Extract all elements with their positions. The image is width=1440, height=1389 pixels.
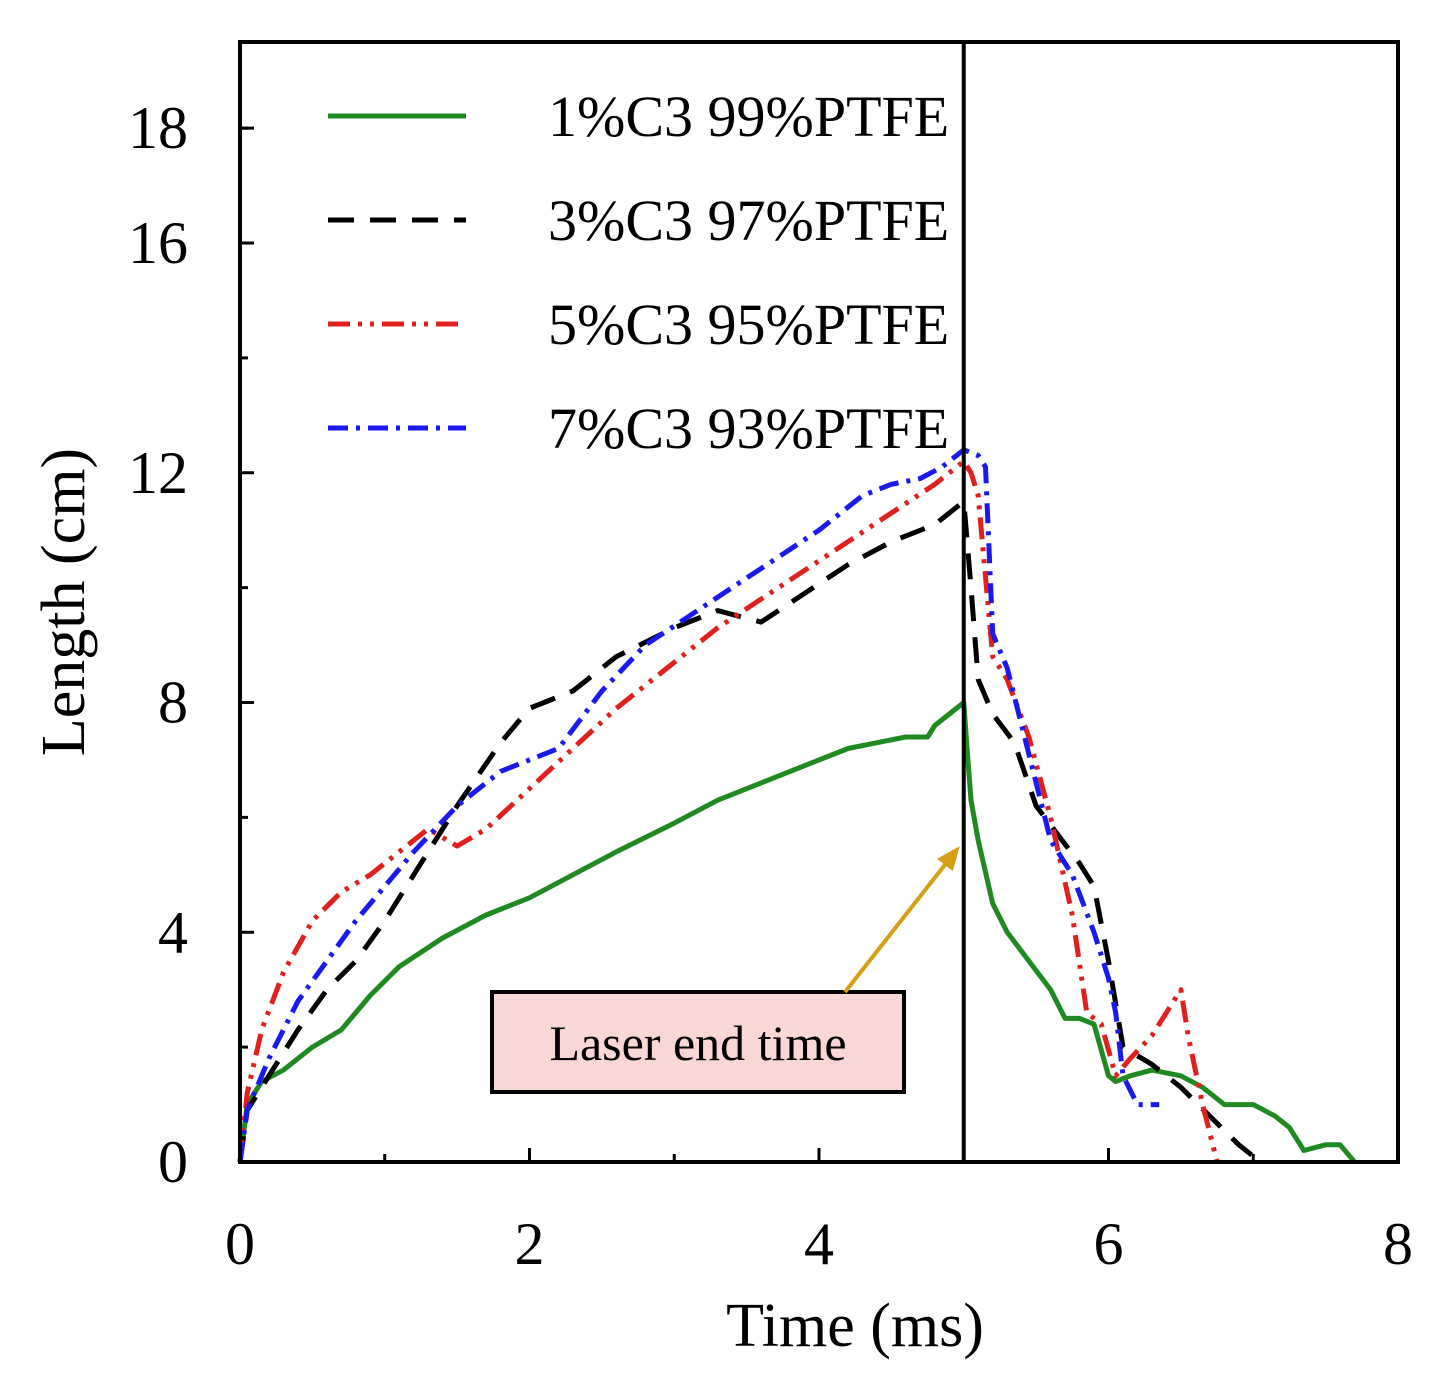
series-line-2 <box>237 499 1263 1164</box>
y-tick-label: 8 <box>158 670 188 736</box>
legend-label-3: 5%C3 95%PTFE <box>548 292 949 357</box>
x-tick-label: 4 <box>804 1211 834 1277</box>
x-tick-label: 2 <box>515 1211 545 1277</box>
x-axis-label: Time (ms) <box>726 1292 984 1360</box>
ticks-layer: 0 2 4 6 8 0 4 8 12 16 18 <box>128 95 1413 1277</box>
y-tick-label: 18 <box>128 95 188 161</box>
legend-label-4: 7%C3 93%PTFE <box>548 396 949 461</box>
annotation-text: Laser end time <box>549 1015 846 1071</box>
y-tick-label: 16 <box>128 210 188 276</box>
series-line-4 <box>237 447 1160 1163</box>
x-tick-label: 0 <box>225 1211 255 1277</box>
annotation-layer: Laser end time <box>490 846 960 1094</box>
x-tick-label: 8 <box>1383 1211 1413 1277</box>
legend-label-2: 3%C3 97%PTFE <box>548 188 949 253</box>
y-tick-label: 0 <box>158 1129 188 1195</box>
legend-label-1: 1%C3 99%PTFE <box>548 84 949 149</box>
y-tick-label: 4 <box>158 899 188 965</box>
series-line-3 <box>237 458 1220 1163</box>
annotation-box <box>490 990 906 1094</box>
x-tick-label: 6 <box>1094 1211 1124 1277</box>
annotation-arrow-head <box>937 846 960 872</box>
y-axis-label: Length (cm) <box>30 448 98 756</box>
legend: 1%C3 99%PTFE 3%C3 97%PTFE 5%C3 95%PTFE 7%C3… <box>328 84 949 461</box>
y-tick-label: 12 <box>128 440 188 506</box>
annotation-arrow-line <box>843 854 954 994</box>
